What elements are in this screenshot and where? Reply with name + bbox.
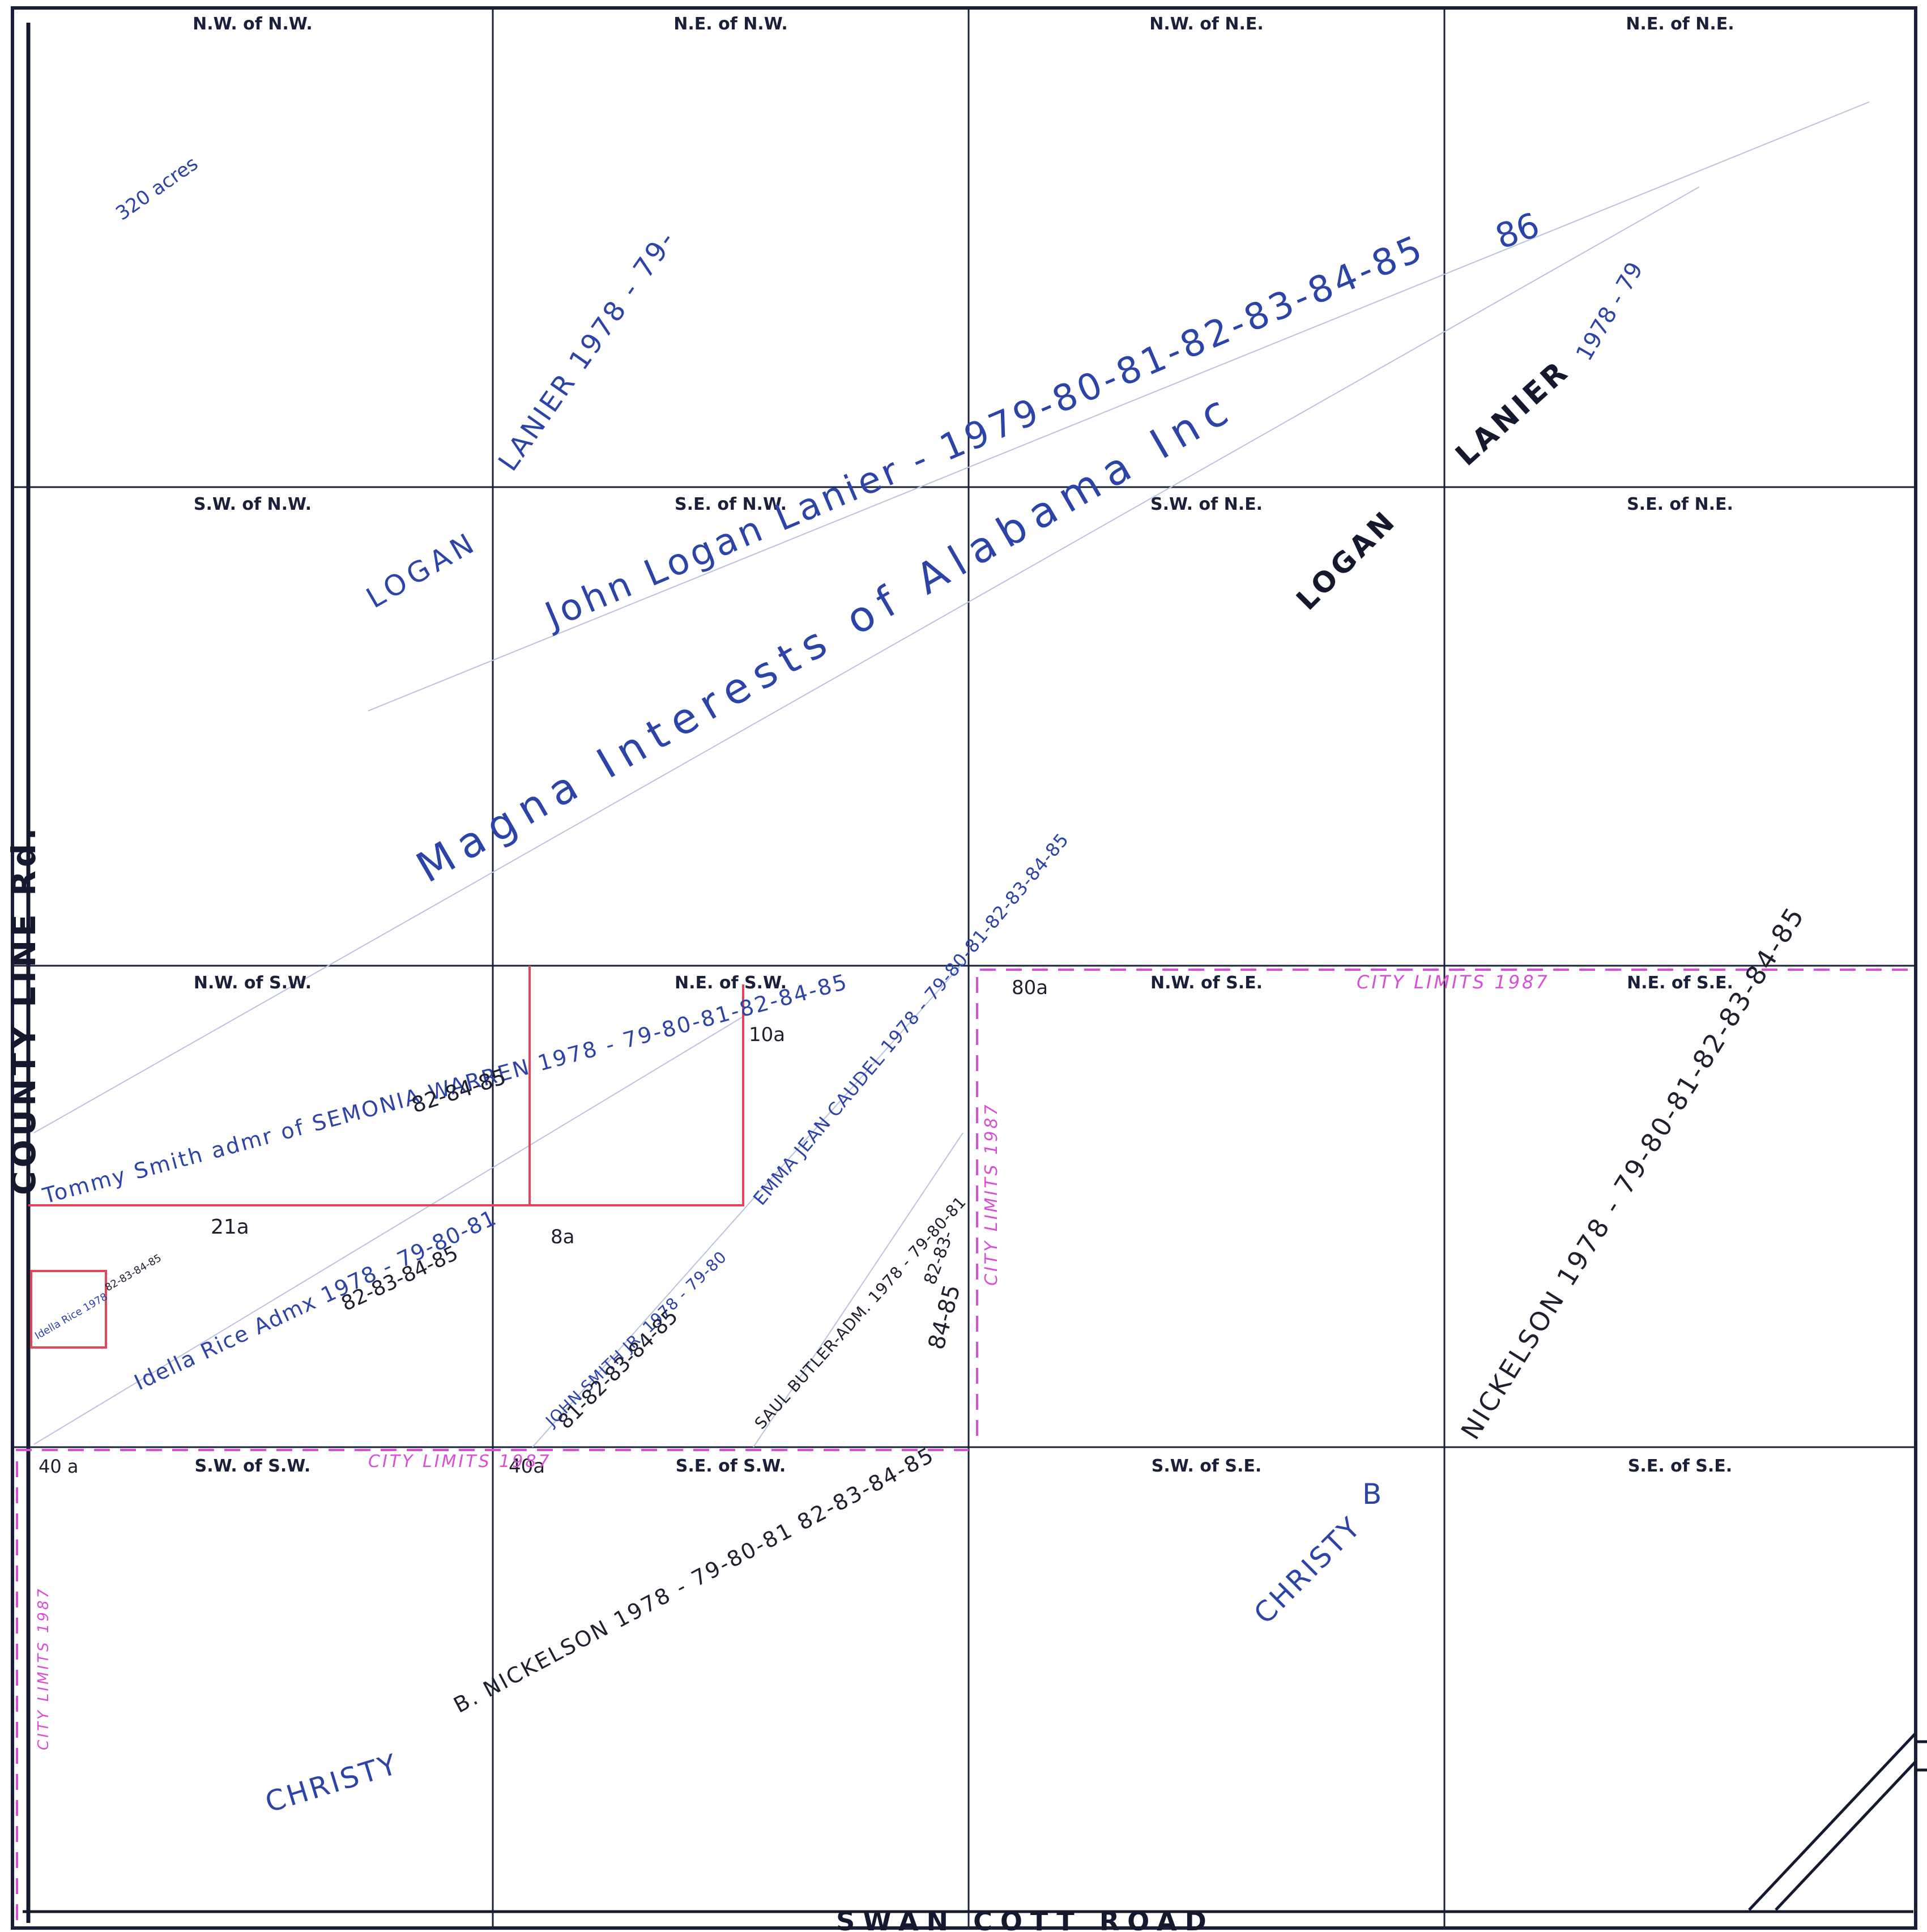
label-se-sw: S.E. of S.W. <box>676 1456 786 1476</box>
acres-total: 320 acres <box>112 152 202 225</box>
label-sw-ne: S.W. of N.E. <box>1150 494 1263 514</box>
quarter-grid <box>12 8 1916 1928</box>
lanier-ne-owner: LANIER <box>1449 353 1576 472</box>
label-ne-se: N.E. of S.E. <box>1627 973 1733 993</box>
red-parcel-boundaries <box>28 966 744 1349</box>
label-se-se: S.E. of S.E. <box>1628 1456 1732 1476</box>
city-limits-label-east-vertical: CITY LIMITS 1987 <box>982 1102 1001 1286</box>
label-se-ne: S.E. of N.E. <box>1627 494 1733 514</box>
city-limits-label-west-vertical: CITY LIMITS 1987 <box>35 1586 52 1750</box>
label-sw-sw: S.W. of S.W. <box>195 1456 311 1476</box>
small-lot-owner: Idella Rice 1978 <box>33 1291 110 1342</box>
label-sw-se: S.W. of S.E. <box>1152 1456 1262 1476</box>
acres-80a: 80a <box>1012 976 1048 999</box>
magna-interests-owner: Magna Interests of Alabama Inc <box>408 382 1244 892</box>
label-sw-nw: S.W. of N.W. <box>194 494 312 514</box>
map-border <box>11 6 1917 1930</box>
city-limits-label-mid: CITY LIMITS 1987 <box>368 1452 552 1472</box>
christy-se: CHRISTY <box>1247 1510 1368 1631</box>
christy-sw: CHRISTY <box>262 1747 403 1819</box>
logan-ne: LOGAN <box>1290 504 1403 617</box>
john-smith-years: 81-82-83-84-85 <box>553 1305 683 1434</box>
swan-cott-road-label: SWAN COTT ROAD <box>836 1906 1214 1932</box>
label-ne-ne: N.E. of N.E. <box>1626 14 1734 34</box>
acres-8a: 8a <box>551 1226 574 1248</box>
lanier-nw-owner: LANIER 1978 - 79- <box>492 224 683 477</box>
corner-road <box>1748 1732 1927 1911</box>
quarter-labels: N.W. of N.W. N.E. of N.W. N.W. of N.E. N… <box>193 14 1734 1476</box>
acres-40a-mid: 40a <box>509 1455 545 1478</box>
acres-40a-west: 40 a <box>39 1456 79 1477</box>
pencil-guides <box>33 101 1870 1448</box>
label-nw-sw: N.W. of S.W. <box>194 973 312 993</box>
label-nw-ne: N.W. of N.E. <box>1149 14 1264 34</box>
john-logan-lanier-owner: John Logan Lanier - 1979-80-81-82-83-84-… <box>538 227 1431 638</box>
label-nw-nw: N.W. of N.W. <box>193 14 313 34</box>
acres-21a: 21a <box>211 1216 249 1239</box>
small-lot-years: 82-83-84-85 <box>103 1252 164 1294</box>
label-ne-sw: N.E. of S.W. <box>675 973 787 993</box>
acres-10a: 10a <box>749 1023 785 1046</box>
logan-nw: LOGAN <box>361 525 483 615</box>
label-se-nw: S.E. of N.W. <box>675 494 787 514</box>
lanier-ne-years: 1978 - 79 <box>1571 258 1648 365</box>
year-86: 86 <box>1490 205 1545 257</box>
city-limits-lines <box>16 969 1909 1920</box>
christy-se-b: B <box>1362 1478 1382 1511</box>
saul-butler-years-2: 84-85 <box>923 1282 966 1352</box>
nickelson-sw-owner: B. NICKELSON 1978 - 79-80-81 82-83-84-85 <box>450 1442 939 1718</box>
county-line-road-label: COUNTY LINE Rd. <box>5 825 43 1195</box>
label-ne-nw: N.E. of N.W. <box>673 14 788 34</box>
city-limits-label-north: CITY LIMITS 1987 <box>1357 971 1550 993</box>
idella-rice-owner: Idella Rice Admx 1978 - 79-80-81 <box>130 1205 501 1395</box>
label-nw-se: N.W. of S.E. <box>1150 973 1263 993</box>
emma-jean-owner: EMMA JEAN CAUDEL 1978 - 79-80-81-82-83-8… <box>749 829 1073 1209</box>
